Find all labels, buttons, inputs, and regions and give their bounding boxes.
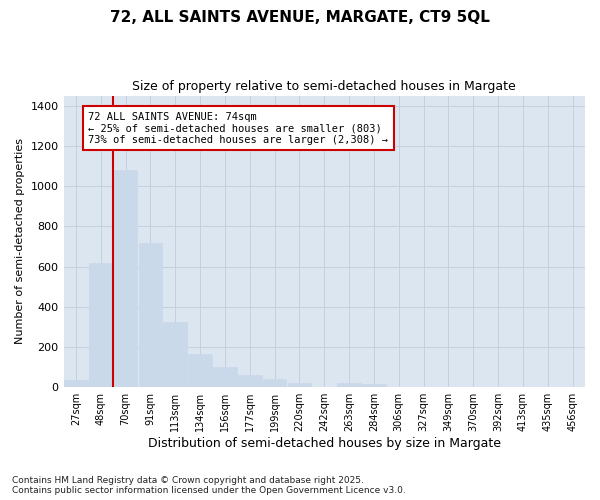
Bar [139, 244, 162, 387]
Bar [114, 170, 137, 387]
Y-axis label: Number of semi-detached properties: Number of semi-detached properties [15, 138, 25, 344]
Bar [64, 380, 88, 387]
Bar [337, 383, 361, 387]
Bar [287, 383, 311, 387]
Bar [188, 354, 212, 387]
Bar [163, 322, 187, 387]
Title: Size of property relative to semi-detached houses in Margate: Size of property relative to semi-detach… [133, 80, 516, 93]
Bar [213, 367, 237, 387]
Text: 72, ALL SAINTS AVENUE, MARGATE, CT9 5QL: 72, ALL SAINTS AVENUE, MARGATE, CT9 5QL [110, 10, 490, 25]
Bar [89, 262, 113, 387]
Bar [238, 375, 262, 387]
X-axis label: Distribution of semi-detached houses by size in Margate: Distribution of semi-detached houses by … [148, 437, 501, 450]
Bar [362, 384, 386, 387]
Text: Contains HM Land Registry data © Crown copyright and database right 2025.
Contai: Contains HM Land Registry data © Crown c… [12, 476, 406, 495]
Bar [263, 379, 286, 387]
Text: 72 ALL SAINTS AVENUE: 74sqm
← 25% of semi-detached houses are smaller (803)
73% : 72 ALL SAINTS AVENUE: 74sqm ← 25% of sem… [88, 112, 388, 145]
